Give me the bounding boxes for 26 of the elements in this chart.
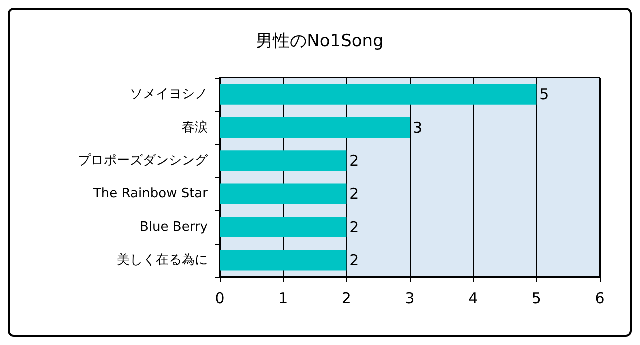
y-tick-label: 春涙 xyxy=(182,120,208,136)
y-tick-label: The Rainbow Star xyxy=(92,186,209,202)
y-tick-label: ソメイヨシノ xyxy=(130,87,208,102)
x-tick-label: 6 xyxy=(595,290,605,308)
y-tick-label: プロポーズダンシング xyxy=(78,153,209,168)
bar xyxy=(220,216,347,238)
data-label: 2 xyxy=(350,185,360,204)
x-tick-label: 2 xyxy=(342,290,352,308)
bar xyxy=(220,84,537,105)
data-label: 2 xyxy=(350,251,360,270)
bar xyxy=(220,117,410,138)
y-tick-label: Blue Berry xyxy=(140,220,208,235)
data-label: 3 xyxy=(413,118,423,137)
bar xyxy=(220,250,347,271)
x-tick-label: 4 xyxy=(468,290,478,308)
bar xyxy=(220,184,347,204)
data-label: 5 xyxy=(540,86,550,104)
data-label: 2 xyxy=(350,152,360,170)
chart-title: 男性のNo1Song xyxy=(256,32,384,52)
bar xyxy=(220,150,347,172)
y-tick-label: 美しく在る為に xyxy=(117,252,208,268)
x-tick-label: 5 xyxy=(532,290,542,308)
x-tick-label: 3 xyxy=(405,290,415,308)
x-tick-label: 0 xyxy=(215,290,225,308)
x-tick-label: 1 xyxy=(278,290,288,308)
data-label: 2 xyxy=(350,218,360,236)
